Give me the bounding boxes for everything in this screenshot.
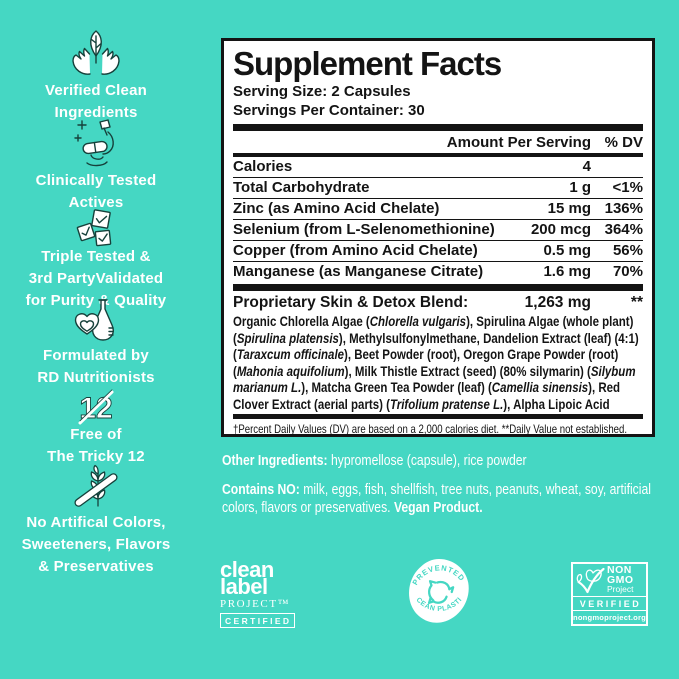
thin-divider [233,414,643,419]
non-gmo-top-section: NON GMO Project [573,564,646,596]
sidebar-item-rd-nutritionists [0,297,192,343]
non-gmo-verified: VERIFIED [573,595,646,610]
non-gmo-line1: NON [607,564,632,576]
clean-label-word1: clean [220,557,274,582]
sidebar-label-clinically-tested: Clinically Tested Actives [35,172,157,211]
nutrient-amount: 1.6 mg [543,263,591,280]
sidebar-label-clean-ingredients: Verified Clean Ingredients [44,82,147,121]
nutrient-name: Copper (from Amino Acid Chelate) [233,242,478,259]
clean-label-project-word: PROJECT™ [220,598,291,610]
microscope-icon [74,119,114,167]
nutrient-name: Calories [233,158,293,175]
panel-title: Supplement Facts [233,45,502,82]
nutrient-name: Total Carbohydrate [233,179,370,196]
non-gmo-wordmark: NON GMO Project [607,564,634,595]
nutrient-dv: <1% [612,179,643,196]
non-gmo-line3: Project [607,584,634,594]
non-gmo-line2: GMO [607,573,634,586]
recycle-icon [427,580,455,604]
nutrient-dv: 364% [604,221,643,238]
flask-hearts-icon [74,299,114,341]
thick-divider [233,284,643,291]
sidebar-item-triple-tested [0,207,192,249]
clean-label-word2: label [220,574,268,599]
contains-no-line: Contains NO: milk, eggs, fish, shellfish… [222,481,655,517]
other-ingredients-label: Other Ingredients: [222,453,328,469]
column-header-row: Amount Per Serving % DV [233,131,643,153]
crossed-out-12-icon: 12 [78,389,114,425]
sidebar-label-rd-nutritionists: Formulated by RD Nutritionists [37,347,155,386]
prevented-ocean-plastic-badge: PREVENTED OCEAN PLASTIC [406,557,469,623]
nutrient-amount: 0.5 mg [543,242,591,259]
medium-divider [233,153,643,157]
nutrient-dv: 136% [604,200,643,217]
blend-amount: 1,263 mg [524,294,591,311]
nutrient-amount: 200 mcg [530,221,591,238]
sidebar-label-tricky-12: Free of The Tricky 12 [47,426,145,465]
dv-column-header: % DV [604,134,643,151]
sidebar-item-clean-ingredients [0,28,192,78]
badge-pebble-shape [409,559,469,623]
blend-name: Proprietary Skin & Detox Blend: [233,294,469,311]
clean-label-project-badge: clean label PROJECT™ CERTIFIED [220,557,296,629]
hands-holding-leaf-icon [72,30,120,75]
nutrient-amount: 1 g [569,179,591,196]
sidebar-item-tricky-12: 12 [0,388,192,426]
nutrient-name: Manganese (as Manganese Citrate) [233,263,484,280]
table-row: Calories 4 [233,157,643,177]
contains-no-value: milk, eggs, fish, shellfish, tree nuts, … [222,482,651,516]
nutrient-name: Zinc (as Amino Acid Chelate) [233,200,440,217]
blend-header-row: Proprietary Skin & Detox Blend: 1,263 mg… [233,291,643,313]
amount-column-header: Amount Per Serving [446,134,591,151]
serving-size: Serving Size: 2 Capsules [233,83,411,100]
non-gmo-project-badge: NON GMO Project VERIFIED nongmoproject.o… [571,562,648,626]
other-ingredients-line: Other Ingredients: hypromellose (capsule… [222,452,659,470]
dv-footnote: †Percent Daily Values (DV) are based on … [233,422,627,436]
thick-divider [233,124,643,131]
nutrient-amount: 15 mg [547,200,591,217]
servings-per-container: Servings Per Container: 30 [233,102,425,119]
no-wheat-icon [74,464,118,507]
blend-description: Organic Chlorella Algae (Chlorella vulga… [233,313,639,412]
nutrient-dv: 56% [612,242,643,259]
table-row: Selenium (from L-Selenomethionine) 200 m… [233,219,643,240]
table-row: Total Carbohydrate 1 g <1% [233,177,643,198]
vegan-product-label: Vegan Product. [393,500,483,516]
contains-no-label: Contains NO: [222,482,300,498]
sidebar-label-no-artificial: No Artifical Colors, Sweeteners, Flavors… [21,514,171,575]
nutrient-amount: 4 [582,158,591,175]
checked-documents-icon [76,209,112,247]
nutrient-dv: 70% [612,263,643,280]
sidebar-item-clinically-tested [0,118,192,168]
nutrient-name: Selenium (from L-Selenomethionine) [233,221,495,238]
table-row: Manganese (as Manganese Citrate) 1.6 mg … [233,261,643,282]
clean-label-certified: CERTIFIED [220,613,296,628]
supplement-facts-panel: Supplement Facts Serving Size: 2 Capsule… [221,38,655,437]
other-ingredients-value: hypromellose (capsule), rice powder [327,453,527,469]
blend-dv: ** [630,294,643,311]
butterfly-icon [576,568,605,594]
table-row: Zinc (as Amino Acid Chelate) 15 mg 136% [233,198,643,219]
table-row: Copper (from Amino Acid Chelate) 0.5 mg … [233,240,643,261]
sidebar-item-no-artificial [0,464,192,512]
non-gmo-url: nongmoproject.org [573,609,646,624]
